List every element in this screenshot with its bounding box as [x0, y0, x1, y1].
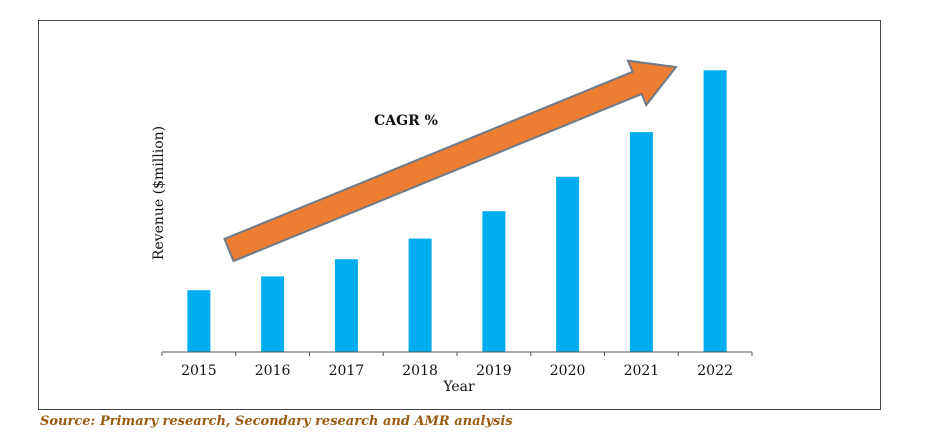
bar-2015 [187, 290, 211, 352]
bar-2021 [629, 132, 653, 352]
x-tick-label-2018: 2018 [402, 363, 438, 379]
cagr-arrow [223, 59, 678, 263]
source-note: Source: Primary research, Secondary rese… [40, 414, 513, 429]
x-axis: 2015 2016 2017 2018 2019 2020 2021 2022 [161, 351, 753, 379]
bar-2017 [334, 259, 358, 352]
x-tick-label-2019: 2019 [476, 363, 512, 379]
bar-2016 [261, 276, 285, 352]
bar-2022 [703, 70, 727, 353]
bars [187, 70, 727, 353]
chart-frame [38, 20, 881, 410]
bar-2018 [408, 238, 432, 352]
bar-2020 [556, 176, 580, 352]
cagr-label: CAGR % [374, 113, 438, 129]
x-tick-label-2015: 2015 [181, 363, 217, 379]
x-tick-label-2021: 2021 [624, 363, 660, 379]
x-tick-label-2017: 2017 [329, 363, 365, 379]
x-tick-label-2016: 2016 [255, 363, 291, 379]
x-axis-title: Year [442, 379, 475, 395]
y-axis-title: Revenue ($million) [151, 126, 167, 260]
x-tick-label-2022: 2022 [697, 363, 733, 379]
bar-2019 [482, 211, 506, 352]
x-tick-label-2020: 2020 [550, 363, 586, 379]
cagr-arrow-shape [223, 59, 678, 263]
